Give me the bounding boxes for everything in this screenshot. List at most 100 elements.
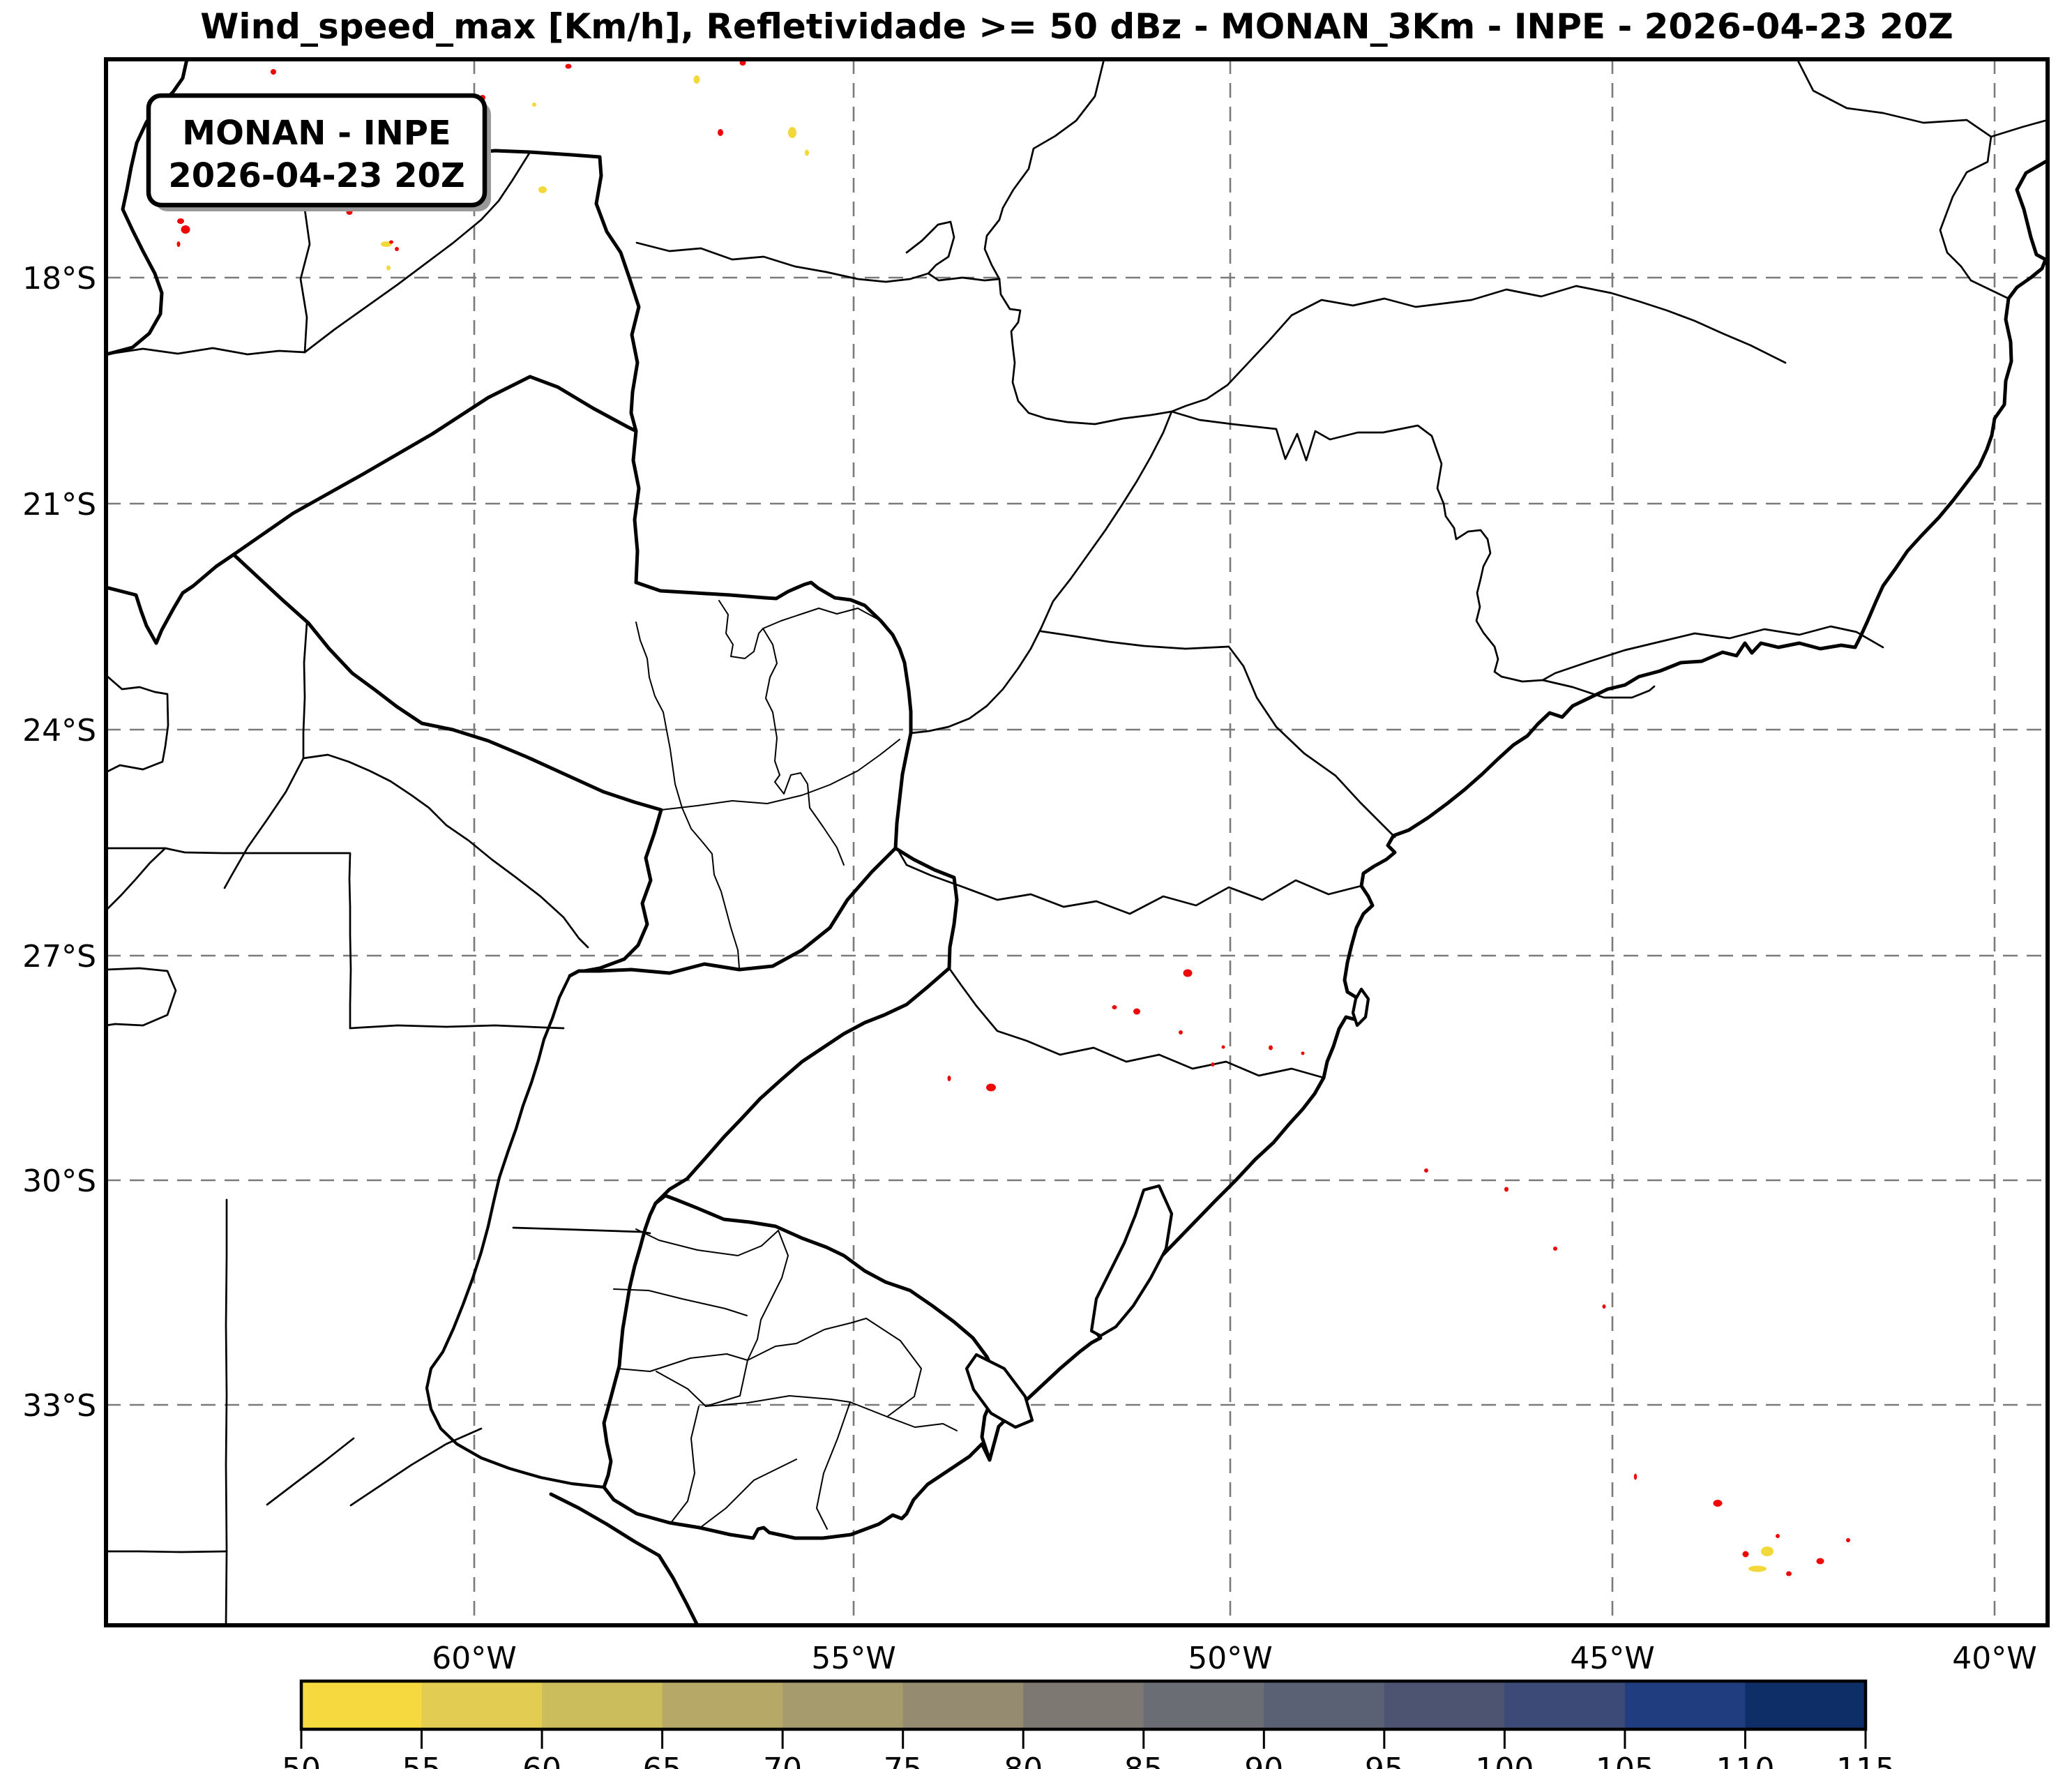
colorbar-segment: [1384, 1681, 1506, 1729]
state-border: [349, 1427, 483, 1507]
storm-point: [1179, 1030, 1183, 1034]
department-border: [816, 1401, 851, 1530]
map-frame: [104, 57, 2050, 1627]
colorbar-segment: [1264, 1681, 1385, 1729]
lon-tick-label: 50°W: [1188, 1641, 1273, 1676]
colorbar-tick-label: 70: [763, 1752, 802, 1769]
state-border: [225, 1198, 228, 1625]
state-border: [223, 757, 305, 889]
department-border: [635, 622, 740, 969]
state-border: [106, 347, 306, 356]
state-border: [983, 59, 1173, 426]
lat-tick-label: 30°S: [22, 1164, 96, 1199]
storm-point: [1424, 1168, 1428, 1173]
state-border: [303, 151, 531, 354]
annotation-time-label: 2026-04-23 20Z: [168, 156, 464, 195]
state-border: [1990, 119, 2048, 138]
storm-point: [788, 127, 796, 138]
colorbar-tick-label: 110: [1716, 1752, 1774, 1769]
state-border: [106, 847, 167, 912]
storm-point: [1211, 1062, 1215, 1067]
colorbar-tick-label: 85: [1124, 1752, 1163, 1769]
storm-point: [805, 149, 809, 156]
storm-points: [176, 60, 1850, 1576]
state-border: [348, 852, 352, 1030]
state-border: [512, 1226, 651, 1235]
storm-point: [1112, 1005, 1117, 1009]
storm-point: [1133, 1008, 1140, 1015]
lagoon-outline: [965, 1353, 1034, 1429]
state-border: [1170, 410, 1656, 699]
lat-tick-label: 21°S: [22, 487, 96, 522]
annotation-box-frame: [146, 93, 487, 208]
state-border: [302, 622, 308, 760]
state-border: [635, 241, 1001, 283]
river-border: [425, 974, 606, 1489]
state-border: [302, 753, 589, 949]
colorbar-tick-label: 75: [884, 1752, 923, 1769]
storm-point: [381, 241, 392, 247]
colorbar-tick-label: 60: [522, 1752, 561, 1769]
lat-tick-label: 27°S: [22, 939, 96, 974]
colorbar-segment: [1143, 1681, 1265, 1729]
storm-point: [1846, 1538, 1850, 1542]
lon-tick-label: 40°W: [1952, 1641, 2037, 1676]
department-border: [705, 1360, 748, 1407]
colorbar-tick-label: 105: [1596, 1752, 1654, 1769]
storm-point: [1633, 1473, 1638, 1480]
colorbar-segment: [1745, 1681, 1866, 1729]
department-border: [705, 1395, 958, 1431]
lagoon-outline: [1089, 1184, 1174, 1338]
department-border: [718, 600, 810, 808]
country-border: [549, 1492, 700, 1625]
map-borders: [106, 59, 2048, 1625]
department-border: [762, 608, 882, 629]
lat-tick-label: 18°S: [22, 261, 96, 296]
storm-point: [565, 63, 572, 69]
storm-point: [1269, 1045, 1273, 1051]
storm-point: [986, 1083, 996, 1092]
storm-point: [1221, 1045, 1225, 1049]
country-border: [106, 552, 236, 645]
storm-point: [947, 1076, 951, 1081]
figure-title: Wind_speed_max [Km/h], Refletividade >= …: [200, 6, 1953, 47]
department-border: [617, 1318, 867, 1372]
lon-tick-label: 45°W: [1570, 1641, 1655, 1676]
country-border: [653, 1194, 998, 1462]
department-border: [656, 1371, 706, 1407]
storm-point: [177, 218, 184, 224]
colorbar-tick-label: 65: [643, 1752, 682, 1769]
storm-point: [386, 265, 391, 271]
annotation-box: MONAN - INPE 2026-04-23 20Z: [146, 93, 491, 211]
state-border: [1170, 314, 1293, 413]
storm-point: [1786, 1571, 1792, 1576]
state-border: [106, 967, 177, 1027]
lat-tick-label: 24°S: [22, 713, 96, 748]
state-border: [909, 410, 1173, 735]
colorbar-tick-label: 90: [1244, 1752, 1283, 1769]
storm-point: [1602, 1304, 1606, 1309]
department-border: [700, 1459, 797, 1528]
country-border: [893, 846, 959, 970]
storm-point: [1183, 969, 1193, 977]
country-border: [602, 158, 2048, 1540]
storm-point: [181, 225, 190, 234]
annotation-model-label: MONAN - INPE: [182, 114, 451, 153]
department-border: [660, 739, 900, 811]
state-border: [1040, 630, 1396, 838]
colorbar-tick-label: 80: [1004, 1752, 1043, 1769]
colorbar-segment: [421, 1681, 543, 1729]
gridlines: [106, 59, 2048, 1625]
state-border: [895, 847, 1363, 915]
storm-point: [1776, 1534, 1780, 1538]
storm-point: [1713, 1500, 1723, 1507]
colorbar-frame: [299, 1679, 1868, 1731]
lat-axis-labels: 18°S 21°S 24°S 27°S 30°S 33°S: [22, 261, 96, 1424]
storm-point: [271, 69, 276, 75]
department-border: [865, 1318, 922, 1417]
colorbar: 50 55 60 65 70 75 80 85 90 95 100 105 110 115: [282, 1679, 1895, 1769]
storm-point: [395, 247, 399, 251]
storm-point: [389, 240, 393, 244]
department-border: [635, 1228, 779, 1256]
country-border: [232, 375, 638, 557]
